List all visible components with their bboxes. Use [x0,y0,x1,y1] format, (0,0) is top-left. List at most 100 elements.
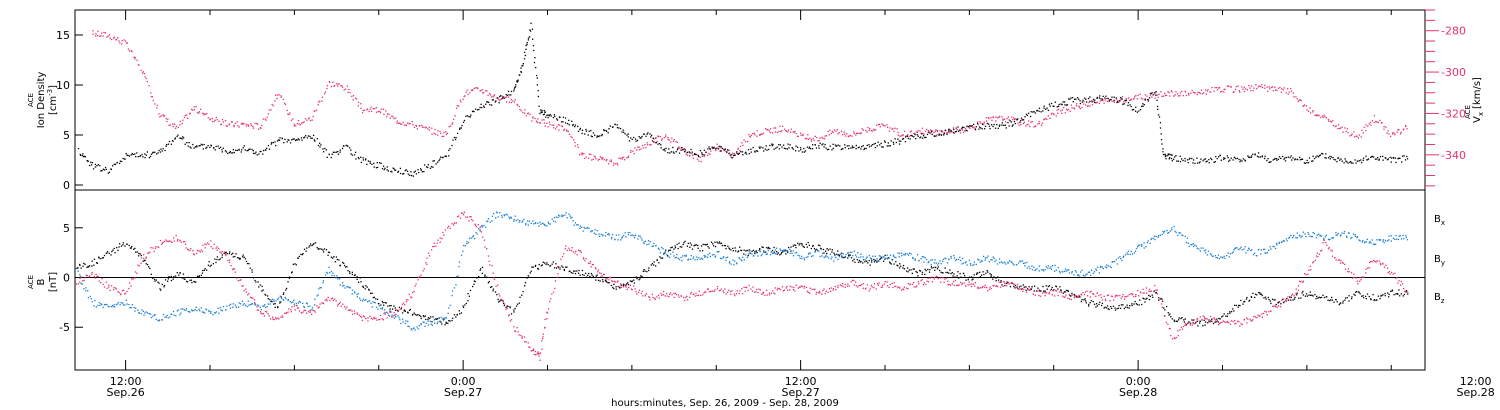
data-point [1390,240,1392,242]
data-point [174,137,176,139]
data-point [1079,102,1082,105]
data-point [479,230,481,232]
data-point [362,109,364,112]
data-point [1219,318,1221,320]
data-point [141,309,143,311]
data-point [1036,268,1038,270]
data-point [470,216,472,218]
data-point [811,148,814,150]
data-point [390,170,392,172]
data-point [1033,266,1035,268]
data-point [249,148,251,150]
data-point [961,263,963,265]
data-point [1331,237,1333,239]
data-point [851,135,853,137]
data-point [981,128,983,130]
data-point [1035,269,1037,271]
data-point [395,309,397,311]
data-point [1101,302,1104,305]
data-point [1176,160,1178,162]
data-point [862,259,864,261]
data-point [489,264,491,266]
data-point [1029,115,1032,118]
data-point [1321,152,1323,155]
data-point [909,134,912,137]
data-point [1223,157,1225,159]
data-point [705,244,707,246]
data-point [210,145,212,147]
data-point [351,95,353,97]
data-point [827,249,829,251]
data-point [377,166,379,169]
data-point [876,261,878,263]
data-point [810,255,813,258]
data-point [1127,104,1129,107]
data-point [444,324,446,326]
data-point [1158,93,1160,95]
data-point [120,245,123,247]
data-point [384,301,386,304]
data-point [100,35,102,37]
data-point [713,253,715,256]
data-point [451,144,453,147]
data-point [242,254,244,256]
data-point [847,135,849,138]
data-point [1071,272,1073,274]
data-point [1285,238,1288,240]
data-point [622,284,624,287]
data-point [479,229,481,231]
data-point [477,228,480,230]
data-point [719,242,721,245]
data-point [798,150,800,152]
data-point [319,286,321,289]
data-point [420,322,422,325]
data-point [896,128,898,130]
data-point [873,129,875,132]
data-point [333,84,336,87]
data-point [769,128,772,130]
data-point [457,132,459,135]
data-point [782,125,784,127]
data-point [703,154,705,156]
data-point [741,151,744,153]
data-point [924,130,927,132]
data-point [606,278,608,280]
data-point [356,296,358,298]
data-point [244,258,247,260]
data-point [366,286,368,288]
data-point [131,246,133,248]
data-point [805,243,807,246]
data-point [1152,296,1154,298]
data-point [1042,110,1044,112]
data-point [372,301,374,303]
data-point [1254,296,1256,299]
data-point [186,114,188,116]
data-point [326,84,329,87]
data-point [1181,90,1183,93]
data-point [794,130,796,132]
data-point [423,268,425,270]
data-point [953,132,955,135]
data-point [829,129,831,131]
data-point [301,312,303,314]
data-point [470,237,473,239]
data-point [177,126,179,129]
data-point [1350,297,1353,300]
data-point [1302,294,1304,296]
data-point [737,148,739,150]
data-point [185,308,188,310]
data-point [564,214,566,216]
data-point [1376,299,1378,301]
data-point [507,315,510,317]
data-point [1094,99,1096,101]
data-point [147,252,150,254]
data-point [168,240,171,242]
data-point [1003,124,1005,126]
data-point [936,268,939,270]
data-point [962,131,965,133]
data-point [500,299,502,302]
data-point [273,299,275,301]
data-point [535,222,537,224]
data-point [259,284,261,286]
data-point [129,307,131,309]
